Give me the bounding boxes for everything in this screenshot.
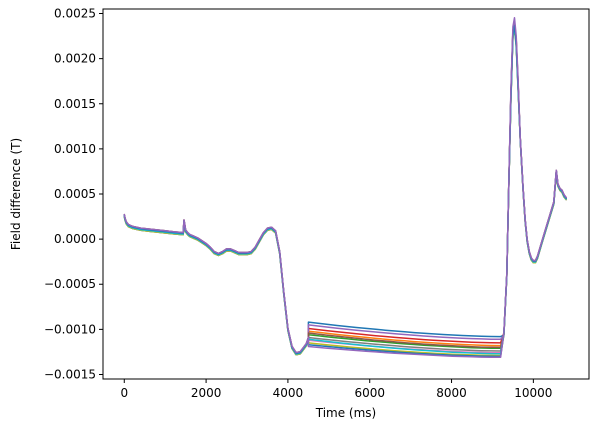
x-tick-label: 4000: [273, 386, 304, 400]
series-line-9: [123, 28, 567, 357]
series-line-12: [123, 17, 567, 359]
x-tick-label: 10000: [514, 386, 552, 400]
y-tick-label: 0.0015: [54, 97, 96, 111]
series-line-10: [123, 26, 567, 355]
y-tick-label: 0.0025: [54, 7, 96, 21]
series-line-5: [123, 21, 567, 356]
series-line-4: [123, 20, 567, 354]
y-tick-label: 0.0010: [54, 142, 96, 156]
series-line-7: [123, 25, 567, 355]
y-tick-label: −0.0005: [44, 277, 96, 291]
y-tick-label: 0.0005: [54, 187, 96, 201]
series-line-2: [123, 23, 567, 355]
y-tick-label: −0.0015: [44, 367, 96, 381]
series-line-8: [123, 24, 567, 354]
series-layer: [123, 17, 567, 359]
series-line-1: [123, 21, 567, 356]
series-line-3: [123, 25, 567, 355]
x-tick-label: 0: [120, 386, 128, 400]
y-axis-title: Field difference (T): [9, 138, 23, 250]
x-tick-label: 6000: [354, 386, 385, 400]
series-line-6: [123, 24, 567, 355]
series-line-11: [123, 25, 567, 358]
x-tick-label: 8000: [436, 386, 467, 400]
y-tick-label: 0.0000: [54, 232, 96, 246]
axes-frame: [102, 8, 590, 380]
x-axis: 0 2000 4000 6000 8000 10000: [120, 379, 552, 400]
x-tick-label: 2000: [191, 386, 222, 400]
x-axis-title: Time (ms): [315, 406, 377, 420]
y-tick-label: 0.0020: [54, 52, 96, 66]
y-tick-label: −0.0010: [44, 322, 96, 336]
plot-frame: [102, 8, 590, 380]
y-axis: −0.0015 −0.0010 −0.0005 0.0000 0.0005 0.0010 0…: [44, 7, 103, 381]
